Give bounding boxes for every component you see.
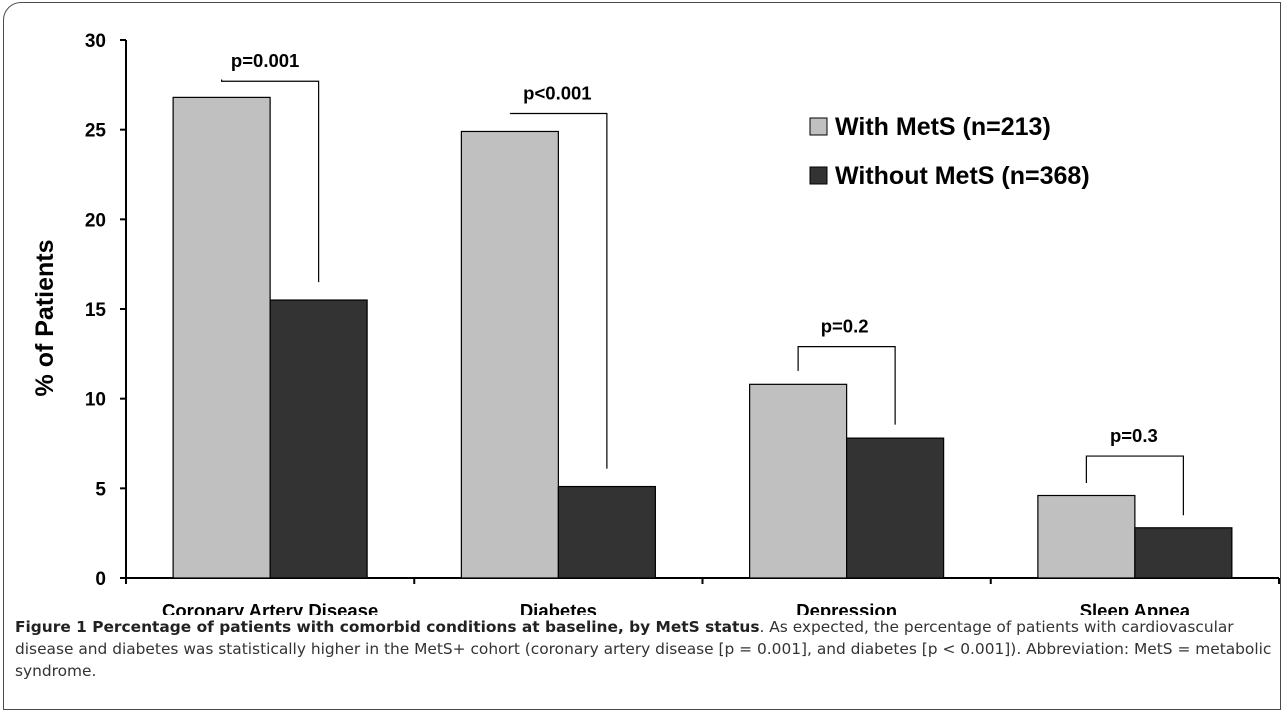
figure-caption: Figure 1 Percentage of patients with com… (15, 616, 1275, 682)
legend: With MetS (n=213) Without MetS (n=368) (809, 113, 1090, 190)
caption-body: . As expected, the percentage of patient… (15, 618, 1272, 680)
p-value-label: p=0.001 (231, 50, 299, 71)
x-tick-label: Diabetes (520, 600, 597, 615)
significance-bracket (1085, 455, 1184, 516)
bar-without-mets (846, 437, 945, 579)
p-value-label: p<0.001 (523, 83, 591, 104)
bar-with-mets (460, 130, 559, 579)
y-tick-label: 20 (85, 210, 106, 231)
legend-label: With MetS (n=213) (835, 113, 1051, 141)
y-tick-label: 10 (85, 390, 106, 411)
legend-label: Without MetS (n=368) (835, 162, 1090, 190)
y-tick-label: 25 (85, 121, 107, 142)
y-tick-label: 15 (85, 300, 107, 321)
x-tick-label: Sleep Apnea (1080, 600, 1191, 615)
bars (172, 96, 1233, 579)
bar-with-mets (1037, 494, 1136, 579)
significance-brackets: p=0.001 p<0.001 p=0.2 p=0.3 (221, 50, 1184, 516)
x-tick-label: Depression (796, 600, 897, 615)
p-value-label: p=0.2 (821, 316, 869, 337)
bar-without-mets (269, 299, 368, 579)
legend-swatch (809, 166, 828, 185)
figure-frame: 0 5 10 15 20 25 30 Coronary Artery Disease Diab… (3, 2, 1281, 710)
bar-without-mets (1134, 527, 1233, 579)
bar-chart: 0 5 10 15 20 25 30 Coronary Artery Disease Diab… (31, 31, 1280, 615)
significance-bracket (797, 346, 896, 425)
bar-with-mets (749, 383, 848, 579)
y-tick-label: 30 (85, 31, 106, 52)
significance-bracket (221, 79, 320, 283)
y-axis-title: % of Patients (31, 240, 59, 397)
bar-without-mets (557, 485, 656, 579)
y-tick-label: 0 (95, 569, 106, 590)
x-axis: Coronary Artery Disease Diabetes Depressio… (125, 577, 1280, 615)
x-tick-label: Coronary Artery Disease (162, 600, 378, 615)
y-tick-label: 5 (95, 479, 106, 500)
legend-swatch (809, 117, 828, 136)
p-value-label: p=0.3 (1110, 425, 1158, 446)
y-axis: 0 5 10 15 20 25 30 (85, 31, 127, 590)
bar-with-mets (172, 96, 271, 579)
significance-bracket (509, 112, 608, 469)
caption-lead: Figure 1 Percentage of patients with com… (15, 618, 760, 636)
